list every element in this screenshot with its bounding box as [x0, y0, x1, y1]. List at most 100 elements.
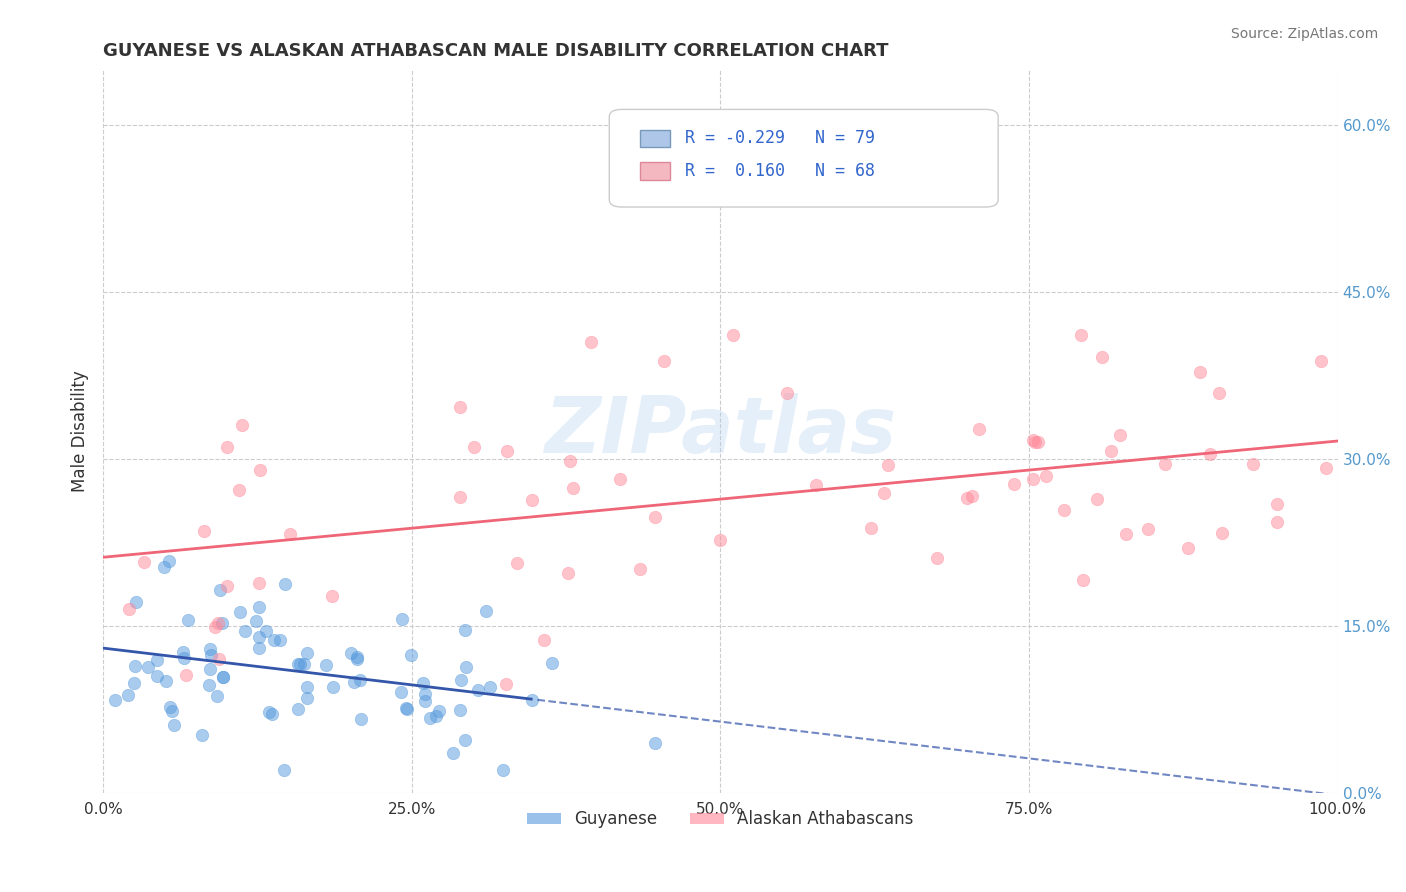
Point — [1137, 522, 1160, 536]
Point — [146, 668, 169, 682]
Point — [449, 490, 471, 504]
Point — [1241, 457, 1264, 471]
Point — [117, 688, 139, 702]
Point — [245, 614, 267, 628]
Point — [1022, 434, 1045, 448]
Point — [212, 670, 235, 684]
Point — [395, 702, 418, 716]
Point — [1315, 461, 1337, 475]
Point — [191, 728, 214, 742]
Point — [159, 700, 181, 714]
Point — [200, 648, 222, 662]
Point — [453, 623, 475, 637]
Point — [1109, 427, 1132, 442]
Point — [1026, 434, 1049, 449]
Point — [122, 675, 145, 690]
Text: ZIPatlas: ZIPatlas — [544, 393, 897, 469]
Point — [450, 673, 472, 687]
Point — [343, 675, 366, 690]
Point — [288, 657, 311, 671]
Point — [475, 604, 498, 618]
Point — [132, 555, 155, 569]
Point — [160, 704, 183, 718]
Point — [193, 524, 215, 539]
Point — [1211, 525, 1233, 540]
Point — [1090, 350, 1112, 364]
Point — [292, 657, 315, 671]
Point — [349, 673, 371, 687]
Point — [541, 656, 564, 670]
Point — [233, 624, 256, 639]
Point — [644, 510, 666, 524]
Point — [579, 335, 602, 350]
Point — [1177, 541, 1199, 555]
Point — [454, 732, 477, 747]
FancyBboxPatch shape — [640, 162, 669, 179]
FancyBboxPatch shape — [640, 129, 669, 147]
Point — [427, 704, 450, 718]
Point — [247, 640, 270, 655]
Point — [478, 680, 501, 694]
Point — [173, 651, 195, 665]
Point — [204, 620, 226, 634]
Point — [269, 632, 291, 647]
Point — [212, 670, 235, 684]
Point — [1070, 327, 1092, 342]
Point — [806, 478, 828, 492]
Point — [609, 472, 631, 486]
FancyBboxPatch shape — [609, 110, 998, 207]
Point — [709, 533, 731, 547]
Point — [467, 682, 489, 697]
Point — [197, 677, 219, 691]
Point — [145, 652, 167, 666]
Point — [967, 422, 990, 436]
Point — [295, 680, 318, 694]
Point — [231, 417, 253, 432]
Point — [412, 676, 434, 690]
Point — [273, 764, 295, 778]
Point — [1024, 435, 1046, 450]
Point — [628, 562, 651, 576]
Legend: Guyanese, Alaskan Athabascans: Guyanese, Alaskan Athabascans — [520, 804, 920, 835]
Point — [207, 615, 229, 630]
Point — [401, 648, 423, 662]
Point — [860, 521, 883, 535]
Point — [247, 600, 270, 615]
Text: R =  0.160   N = 68: R = 0.160 N = 68 — [685, 161, 875, 180]
Point — [287, 701, 309, 715]
Point — [927, 550, 949, 565]
Point — [454, 660, 477, 674]
Point — [721, 327, 744, 342]
Point — [533, 633, 555, 648]
Point — [394, 700, 416, 714]
Point — [1053, 503, 1076, 517]
Point — [776, 386, 799, 401]
Text: GUYANESE VS ALASKAN ATHABASCAN MALE DISABILITY CORRELATION CHART: GUYANESE VS ALASKAN ATHABASCAN MALE DISA… — [103, 42, 889, 60]
Point — [155, 674, 177, 689]
Point — [1153, 457, 1175, 471]
Point — [262, 706, 284, 721]
Point — [495, 444, 517, 458]
Point — [506, 556, 529, 570]
Point — [211, 615, 233, 630]
Point — [425, 709, 447, 723]
Point — [956, 491, 979, 505]
Point — [873, 486, 896, 500]
Point — [104, 693, 127, 707]
Point — [449, 703, 471, 717]
Point — [1265, 516, 1288, 530]
Point — [413, 687, 436, 701]
Point — [413, 694, 436, 708]
Point — [136, 660, 159, 674]
Point — [322, 680, 344, 694]
Point — [520, 693, 543, 707]
Point — [215, 579, 238, 593]
Text: Source: ZipAtlas.com: Source: ZipAtlas.com — [1230, 27, 1378, 41]
Point — [561, 481, 583, 495]
Point — [200, 641, 222, 656]
Point — [176, 613, 198, 627]
Point — [346, 650, 368, 665]
Point — [215, 440, 238, 454]
Point — [557, 566, 579, 580]
Point — [287, 657, 309, 672]
